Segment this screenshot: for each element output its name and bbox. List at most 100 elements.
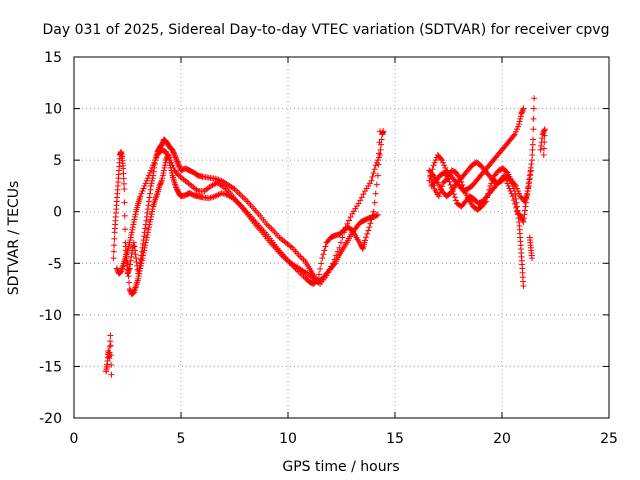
data-point xyxy=(359,244,366,251)
y-tick-labels: -20 -15 -10 -5 0 5 10 15 xyxy=(39,50,62,427)
data-point xyxy=(161,164,168,171)
data-point xyxy=(524,190,531,197)
data-point xyxy=(159,175,166,182)
data-point xyxy=(490,175,497,182)
data-point xyxy=(438,155,445,162)
data-point xyxy=(336,244,343,251)
data-point xyxy=(372,190,379,197)
data-point xyxy=(482,198,489,205)
data-point xyxy=(529,146,536,153)
data-point xyxy=(120,165,127,172)
data-point xyxy=(517,113,524,120)
data-point xyxy=(528,161,535,168)
data-point xyxy=(158,179,165,186)
data-point xyxy=(510,197,517,204)
data-point xyxy=(370,208,377,215)
data-point xyxy=(143,234,150,241)
data-point xyxy=(128,253,135,260)
data-point xyxy=(148,180,155,187)
data-point xyxy=(108,361,115,368)
data-point xyxy=(141,247,148,254)
data-point xyxy=(518,110,525,117)
data-point xyxy=(322,243,329,250)
data-point xyxy=(173,157,180,164)
data-point xyxy=(111,235,118,242)
data-point xyxy=(378,136,385,143)
data-point xyxy=(149,164,156,171)
data-point xyxy=(135,275,142,282)
y-tick-label: 5 xyxy=(53,153,62,169)
data-point xyxy=(159,172,166,179)
data-point xyxy=(522,207,529,214)
data-point xyxy=(528,157,535,164)
data-point xyxy=(366,224,373,231)
data-point xyxy=(362,237,369,244)
data-point xyxy=(175,162,182,169)
data-point xyxy=(372,162,379,169)
data-point xyxy=(161,162,168,169)
data-point xyxy=(137,193,144,200)
data-point xyxy=(120,175,127,182)
data-point xyxy=(172,153,179,160)
data-point xyxy=(169,162,176,169)
data-point xyxy=(377,146,384,153)
data-point xyxy=(344,220,351,227)
data-point xyxy=(138,257,145,264)
data-point xyxy=(174,158,181,165)
data-point xyxy=(122,226,129,233)
data-point xyxy=(174,171,181,178)
plot-frame xyxy=(73,56,610,419)
data-point xyxy=(175,161,182,168)
data-point xyxy=(319,255,326,262)
data-point xyxy=(137,262,144,269)
data-point xyxy=(431,159,438,166)
data-point xyxy=(530,136,537,143)
data-point xyxy=(358,194,365,201)
data-point xyxy=(448,184,455,191)
data-point xyxy=(107,332,114,339)
data-point xyxy=(133,255,140,262)
data-point xyxy=(128,231,135,238)
data-point xyxy=(428,175,435,182)
data-point xyxy=(360,191,367,198)
data-point xyxy=(144,229,151,236)
data-point xyxy=(141,233,148,240)
data-point xyxy=(132,211,139,218)
data-point xyxy=(508,190,515,197)
data-point xyxy=(363,234,370,241)
data-point xyxy=(136,268,143,275)
data-point xyxy=(530,126,537,133)
data-point xyxy=(541,132,548,139)
data-point xyxy=(156,182,163,189)
data-point xyxy=(333,252,340,259)
data-point xyxy=(432,157,439,164)
data-point xyxy=(538,142,545,149)
data-point xyxy=(170,164,177,171)
data-point xyxy=(371,199,378,206)
data-point xyxy=(146,221,153,228)
data-point xyxy=(317,265,324,272)
data-point xyxy=(537,146,544,153)
data-point xyxy=(130,242,137,249)
data-point xyxy=(149,177,156,184)
data-points xyxy=(103,95,548,378)
data-point xyxy=(530,115,537,122)
data-point xyxy=(141,244,148,251)
data-point xyxy=(515,188,522,195)
data-point xyxy=(511,181,518,188)
data-point xyxy=(131,213,138,220)
data-point xyxy=(176,163,183,170)
data-point xyxy=(342,224,349,231)
data-point xyxy=(142,180,149,187)
data-point xyxy=(457,175,464,182)
data-point xyxy=(170,149,177,156)
data-point xyxy=(146,170,153,177)
y-tick-label: 15 xyxy=(44,50,62,66)
data-point xyxy=(502,175,509,182)
data-point xyxy=(143,177,150,184)
data-point xyxy=(136,270,143,277)
data-point xyxy=(452,197,459,204)
data-point xyxy=(110,248,117,255)
data-point xyxy=(503,168,510,175)
